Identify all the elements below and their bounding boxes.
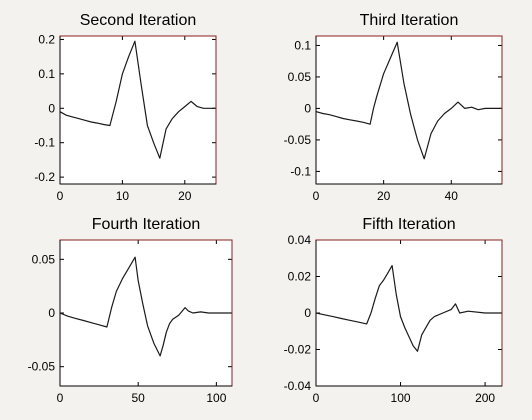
x-tick-label-1-1: 10 (116, 189, 130, 203)
x-tick-label-1-0: 0 (57, 189, 64, 203)
x-tick-label-4-0: 0 (313, 391, 320, 405)
panel-1: Second Iteration 0 10 20 -0.2 -0.1 0 0.1 0.2 (34, 12, 217, 203)
y-tick-label-3-0: -0.05 (28, 360, 56, 374)
y-tick-label-4-3: 0.02 (288, 270, 312, 284)
x-tick-label-4-2: 200 (475, 391, 495, 405)
y-tick-label-1-3: 0.1 (38, 67, 55, 81)
y-tick-label-1-0: -0.2 (34, 170, 55, 184)
series-line-3 (59, 256, 232, 357)
panel-2: Third Iteration 0 20 40 -0.1 -0.05 0 0.05 0.1 (284, 12, 503, 203)
x-tick-label-2-1: 20 (377, 189, 391, 203)
y-tick-label-3-1: 0 (48, 306, 55, 320)
y-tick-label-2-3: 0.05 (288, 70, 312, 84)
x-tick-label-3-2: 100 (206, 391, 226, 405)
y-tick-label-4-1: -0.02 (284, 343, 312, 357)
y-tick-label-4-0: -0.04 (284, 379, 312, 393)
y-tick-label-2-2: 0 (304, 101, 311, 115)
plot-area-4 (316, 240, 502, 386)
x-tick-label-3-0: 0 (57, 391, 64, 405)
panel-4: Fifth Iteration 0 100 200 -0.04 -0.02 0 0.02 0.0… (284, 216, 503, 405)
plot-area-1 (60, 36, 216, 184)
y-tick-label-1-1: -0.1 (34, 136, 55, 150)
y-tick-label-2-1: -0.05 (284, 133, 312, 147)
panel-3: Fourth Iteration 0 50 100 -0.05 0 0.05 (28, 216, 233, 405)
chart-title-4: Fifth Iteration (362, 216, 455, 233)
chart-title-2: Third Iteration (360, 12, 459, 29)
chart-title-3: Fourth Iteration (92, 216, 201, 233)
plot-area-3 (60, 240, 232, 386)
series-line-4 (315, 265, 502, 352)
x-tick-label-1-2: 20 (178, 189, 192, 203)
series-line-1 (59, 40, 216, 159)
y-tick-label-1-4: 0.2 (38, 32, 55, 46)
plot-area-2 (316, 36, 502, 184)
y-tick-label-2-4: 0.1 (294, 38, 311, 52)
x-tick-label-2-2: 40 (445, 189, 459, 203)
x-tick-label-4-1: 100 (391, 391, 411, 405)
y-tick-label-4-4: 0.04 (288, 233, 312, 247)
series-line-2 (315, 41, 502, 160)
x-tick-label-2-0: 0 (313, 189, 320, 203)
y-tick-label-3-2: 0.05 (32, 252, 56, 266)
chart-title-1: Second Iteration (80, 12, 197, 29)
y-tick-label-1-2: 0 (48, 101, 55, 115)
y-tick-label-4-2: 0 (304, 306, 311, 320)
y-tick-label-2-0: -0.1 (290, 164, 311, 178)
x-tick-label-3-1: 50 (132, 391, 146, 405)
